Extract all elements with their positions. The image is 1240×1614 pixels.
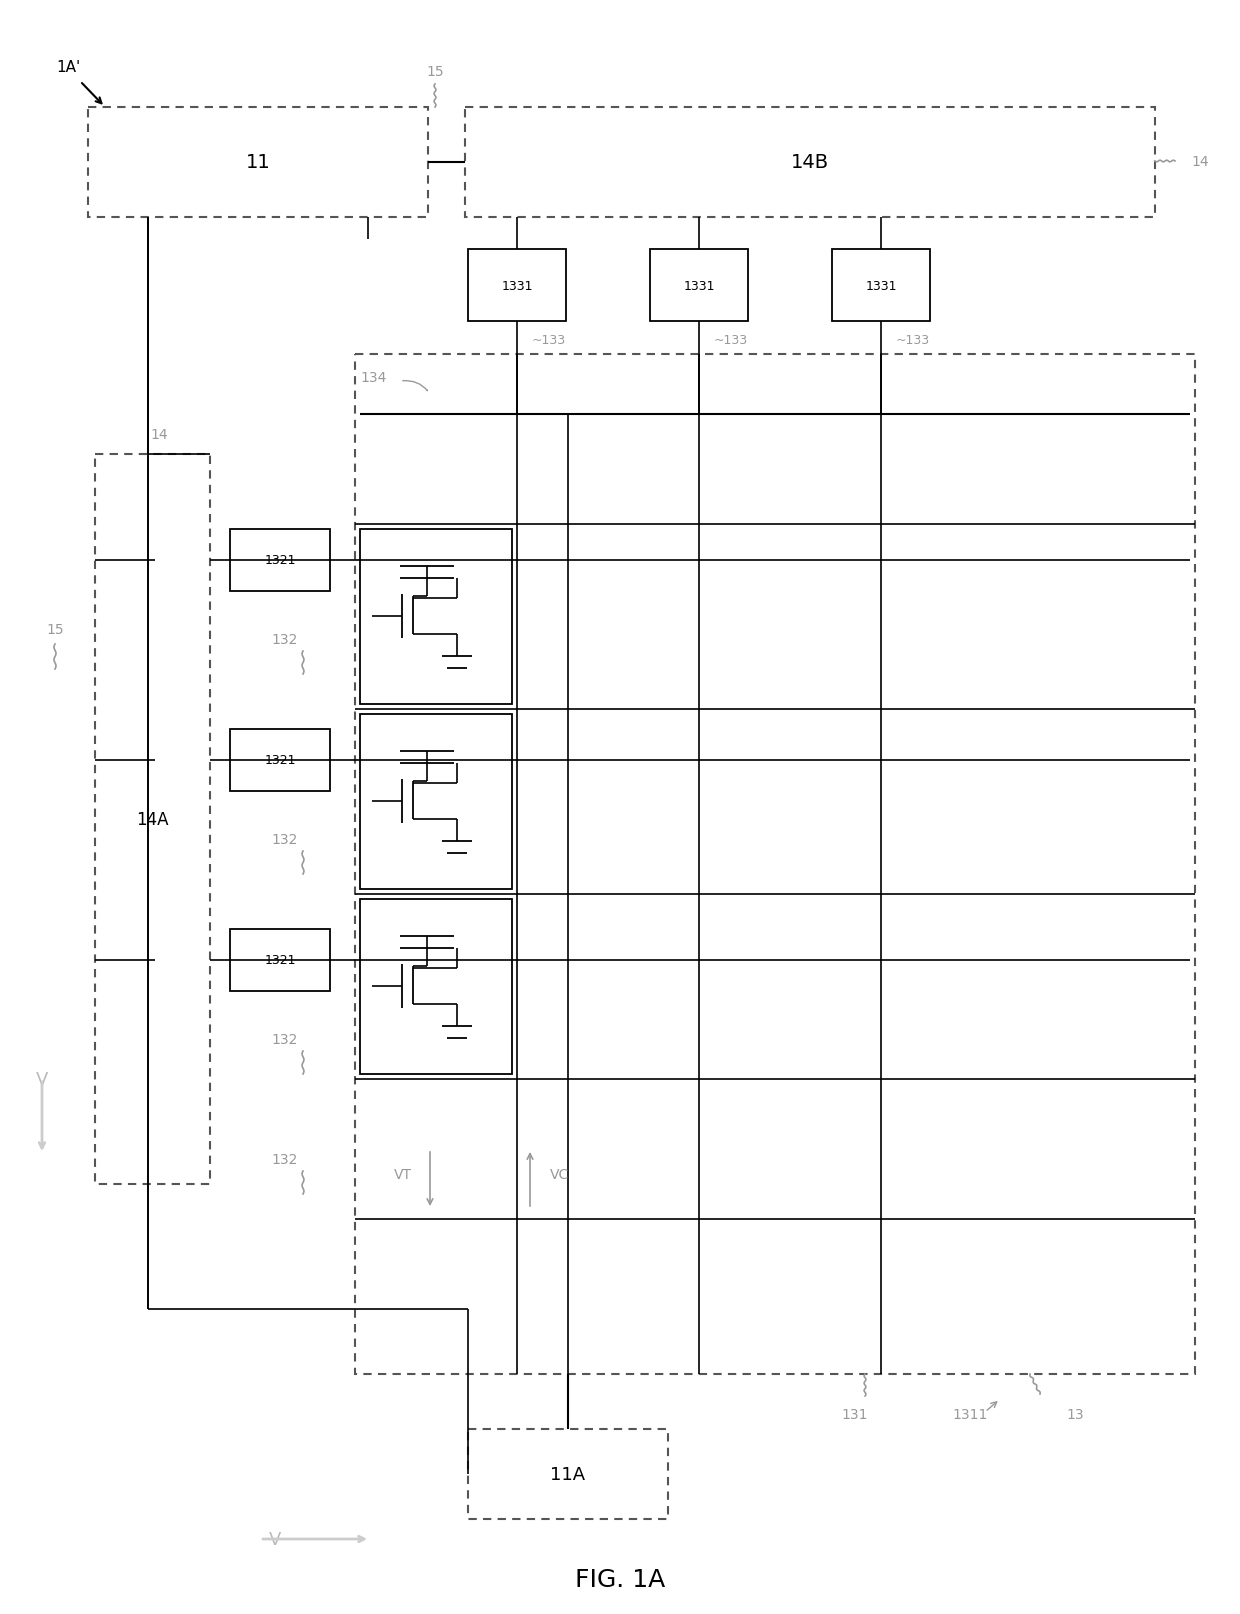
Bar — [650, 250, 748, 321]
Text: 1321: 1321 — [264, 554, 296, 567]
Bar — [360, 715, 512, 889]
Bar — [229, 730, 330, 791]
Text: 1331: 1331 — [866, 279, 897, 292]
Text: 11A: 11A — [551, 1466, 585, 1483]
Text: 132: 132 — [272, 633, 298, 647]
Text: 1311: 1311 — [952, 1407, 988, 1420]
Text: 14A: 14A — [135, 810, 169, 828]
Text: 14: 14 — [150, 428, 167, 442]
Text: 132: 132 — [272, 1152, 298, 1167]
Text: 15: 15 — [427, 65, 444, 79]
Bar — [360, 529, 512, 705]
Text: 1331: 1331 — [683, 279, 714, 292]
Text: 1321: 1321 — [264, 754, 296, 767]
Text: 134: 134 — [360, 371, 387, 384]
Text: FIG. 1A: FIG. 1A — [575, 1567, 665, 1591]
Bar — [229, 529, 330, 592]
Bar — [95, 455, 210, 1185]
Text: V: V — [36, 1070, 48, 1088]
Text: 132: 132 — [272, 833, 298, 846]
Text: VC: VC — [551, 1167, 569, 1181]
Text: 131: 131 — [842, 1407, 868, 1420]
Bar — [360, 899, 512, 1075]
Text: ~133: ~133 — [897, 334, 930, 347]
Text: 14: 14 — [1192, 155, 1209, 169]
Text: 15: 15 — [46, 623, 63, 636]
Bar — [467, 250, 565, 321]
Bar — [355, 355, 1195, 1374]
Bar — [467, 1428, 668, 1519]
Bar — [88, 108, 428, 218]
FancyArrowPatch shape — [403, 381, 428, 391]
Text: 132: 132 — [272, 1033, 298, 1046]
Text: ~133: ~133 — [532, 334, 567, 347]
Text: VT: VT — [394, 1167, 412, 1181]
Bar — [229, 930, 330, 991]
Text: 11: 11 — [246, 153, 270, 173]
Bar — [465, 108, 1154, 218]
Text: 1331: 1331 — [501, 279, 533, 292]
Text: 1321: 1321 — [264, 954, 296, 967]
Text: V: V — [269, 1530, 281, 1548]
Bar — [832, 250, 930, 321]
Text: 14B: 14B — [791, 153, 830, 173]
Text: 13: 13 — [1066, 1407, 1084, 1420]
Text: 1A': 1A' — [56, 60, 81, 76]
Text: ~133: ~133 — [714, 334, 748, 347]
